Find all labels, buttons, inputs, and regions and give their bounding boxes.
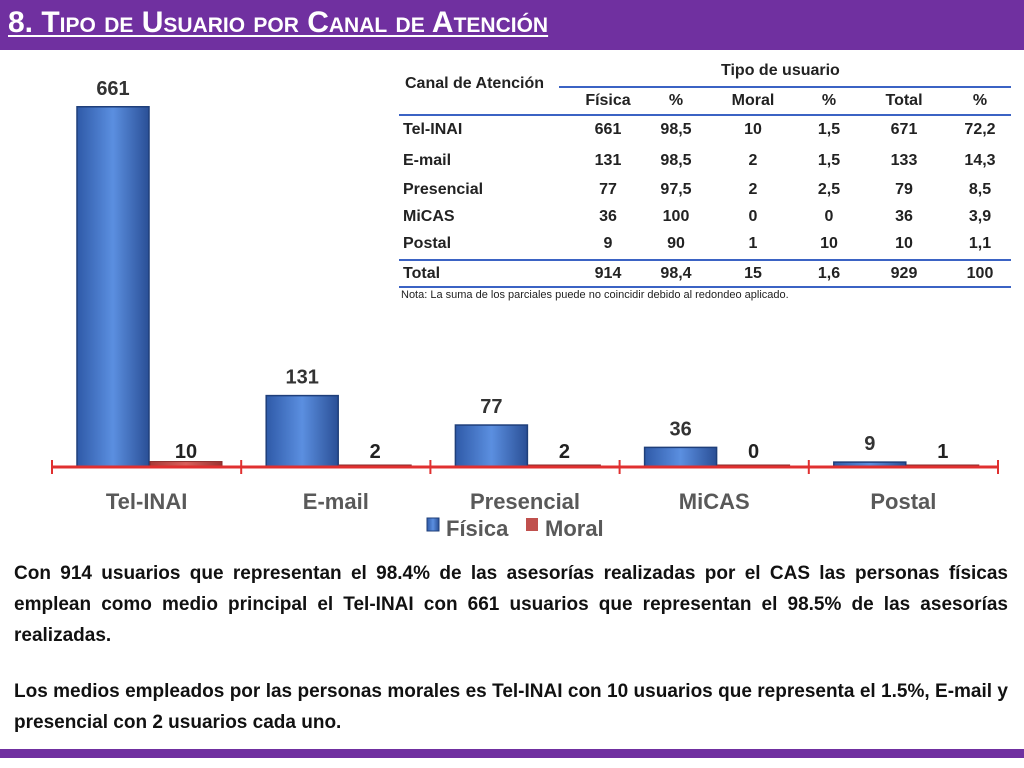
table-cell: 10 — [895, 235, 913, 252]
table-total-cell: 98,4 — [660, 265, 692, 282]
table-rule — [399, 114, 1011, 116]
table-total-cell: 15 — [744, 265, 762, 282]
table-cell: 77 — [599, 181, 617, 198]
data-table: Canal de Atención Tipo de usuario Física% M… — [399, 52, 1011, 304]
footer-bar — [0, 749, 1024, 758]
label-fisica-tel-inai: 661 — [96, 78, 129, 100]
table-cell: 1,5 — [817, 152, 841, 169]
table-rule — [399, 259, 1011, 261]
table-total-cell: 1,6 — [817, 265, 841, 282]
bar-fisica-tel-inai — [76, 106, 150, 468]
label-fisica-e-mail: 131 — [286, 367, 319, 389]
label-fisica-presencial: 77 — [480, 396, 502, 418]
legend-label-fisica: Física — [446, 516, 509, 541]
label-moral-micas: 0 — [748, 441, 759, 463]
table-column-header: Total — [885, 92, 923, 109]
category-label-postal: Postal — [870, 489, 936, 514]
table-cell: 2,5 — [817, 181, 841, 198]
table-cell: 2 — [748, 152, 758, 169]
table-cell: 100 — [662, 208, 690, 225]
table-cell: 79 — [895, 181, 913, 198]
table-row-label: E-mail — [403, 152, 452, 169]
table-corner-header: Canal de Atención — [405, 75, 544, 92]
table-cell: 671 — [890, 121, 918, 138]
table-cell: 131 — [594, 152, 622, 169]
table-cell: 10 — [744, 121, 762, 138]
table-row-label: Tel-INAI — [403, 121, 463, 138]
table-cell: 36 — [895, 208, 913, 225]
legend-label-moral: Moral — [545, 516, 604, 541]
label-fisica-postal: 9 — [864, 433, 875, 455]
table-rule — [559, 86, 1011, 88]
bar-chart: 66110Tel-INAI1312E-mail772Presencial360M… — [51, 78, 999, 541]
table-column-header: % — [668, 92, 684, 109]
bar-fisica-micas — [643, 446, 718, 468]
table-cell: 2 — [748, 181, 758, 198]
table-total-cell: 914 — [594, 265, 622, 282]
table-row-label: MiCAS — [403, 208, 455, 225]
table-cell: 1,5 — [817, 121, 841, 138]
paragraph-moral: Los medios empleados por las personas mo… — [14, 681, 1008, 733]
table-cell: 98,5 — [660, 121, 692, 138]
label-fisica-micas: 36 — [669, 418, 691, 440]
table-column-header: % — [972, 92, 988, 109]
legend-swatch-moral — [526, 518, 538, 531]
label-moral-postal: 1 — [937, 441, 948, 463]
header-bar: 8. Tipo de Usuario por Canal de Atención — [0, 0, 1024, 50]
table-rule — [399, 286, 1011, 288]
table-cell: 36 — [599, 208, 617, 225]
table-column-header: Física — [585, 92, 631, 109]
category-label-tel-inai: Tel-INAI — [106, 489, 187, 514]
table-column-header: % — [821, 92, 837, 109]
bar-fisica-presencial — [454, 424, 529, 468]
label-moral-tel-inai: 10 — [175, 441, 197, 463]
table-cell: 3,9 — [968, 208, 992, 225]
table-note: Nota: La suma de los parciales puede no … — [401, 289, 789, 301]
category-label-e-mail: E-mail — [303, 489, 369, 514]
table-cell: 661 — [594, 121, 622, 138]
table-cell: 10 — [820, 235, 838, 252]
table-cell: 97,5 — [660, 181, 692, 198]
legend-swatch-fisica — [426, 517, 440, 532]
table-cell: 0 — [824, 208, 834, 225]
table-group-header: Tipo de usuario — [721, 62, 840, 79]
category-label-micas: MiCAS — [679, 489, 750, 514]
table-cell: 9 — [603, 235, 613, 252]
table-total-label: Total — [403, 265, 441, 282]
label-moral-e-mail: 2 — [370, 441, 381, 463]
page-title: 8. Tipo de Usuario por Canal de Atención — [8, 6, 549, 39]
table-row-label: Presencial — [403, 181, 484, 198]
label-moral-presencial: 2 — [559, 441, 570, 463]
table-cell: 1 — [748, 235, 758, 252]
table-cell: 90 — [667, 235, 685, 252]
paragraph-fisica: Con 914 usuarios que representan el 98.4… — [14, 563, 1008, 646]
table-cell: 72,2 — [964, 121, 996, 138]
bar-fisica-e-mail — [265, 394, 339, 468]
table-total-cell: 100 — [966, 265, 994, 282]
table-cell: 0 — [748, 208, 758, 225]
category-label-presencial: Presencial — [470, 489, 580, 514]
table-cell: 14,3 — [964, 152, 996, 169]
table-cell: 1,1 — [968, 235, 992, 252]
table-total-cell: 929 — [890, 265, 918, 282]
table-cell: 133 — [890, 152, 918, 169]
table-row-label: Postal — [403, 235, 452, 252]
table-column-header: Moral — [731, 92, 775, 109]
table-cell: 98,5 — [660, 152, 692, 169]
table-cell: 8,5 — [968, 181, 992, 198]
